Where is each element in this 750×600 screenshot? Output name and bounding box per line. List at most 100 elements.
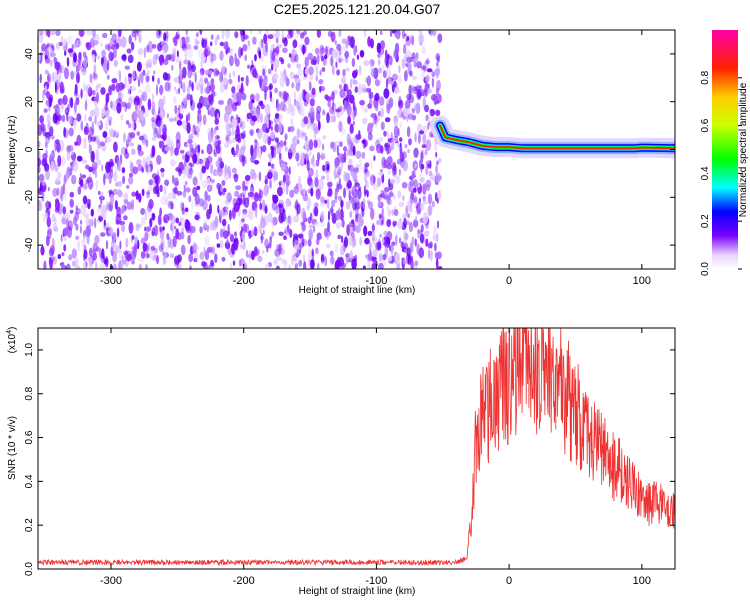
noise-blob <box>379 74 382 87</box>
noise-blob <box>76 113 82 122</box>
noise-blob <box>158 140 163 149</box>
noise-blob <box>154 174 161 185</box>
noise-blob <box>207 70 213 75</box>
noise-blob <box>199 251 205 260</box>
noise-blob <box>126 48 132 54</box>
noise-blob <box>281 30 285 40</box>
noise-blob <box>380 190 385 195</box>
noise-blob <box>225 30 231 39</box>
noise-blob <box>147 58 153 69</box>
noise-blob <box>399 145 403 157</box>
signal-track <box>430 115 675 159</box>
noise-blob <box>394 252 401 265</box>
noise-blob <box>253 226 258 237</box>
noise-blob <box>282 181 286 194</box>
noise-blob <box>175 131 181 144</box>
noise-blob <box>60 262 65 267</box>
noise-blob <box>152 43 157 49</box>
noise-blob <box>384 49 388 59</box>
noise-blob <box>237 74 240 83</box>
noise-blob <box>309 180 314 191</box>
noise-blob <box>425 114 429 122</box>
noise-blob <box>106 201 109 211</box>
noise-blob <box>271 223 275 228</box>
noise-blob <box>162 95 166 105</box>
noise-blob <box>351 186 356 192</box>
noise-blob <box>191 81 194 92</box>
noise-blob <box>160 237 165 249</box>
noise-blob <box>99 232 106 237</box>
snr-background <box>38 328 675 569</box>
noise-blob <box>206 155 213 164</box>
noise-blob <box>318 48 324 55</box>
noise-blob <box>275 113 280 119</box>
noise-blob <box>222 77 228 85</box>
noise-blob <box>201 165 206 174</box>
noise-blob <box>415 52 419 60</box>
noise-blob <box>155 84 159 96</box>
noise-blob <box>199 77 204 89</box>
noise-blob <box>109 265 114 269</box>
noise-blob <box>187 59 191 71</box>
noise-blob <box>308 228 314 240</box>
noise-blob <box>117 188 121 194</box>
noise-blob <box>363 59 370 67</box>
noise-blob <box>101 49 107 58</box>
noise-blob <box>194 72 197 84</box>
noise-blob <box>197 109 202 114</box>
noise-blob <box>369 59 373 64</box>
noise-blob <box>145 226 151 232</box>
noise-blob <box>302 224 306 232</box>
noise-blob <box>429 131 433 138</box>
noise-blob <box>370 160 373 170</box>
noise-blob <box>59 81 64 92</box>
noise-blob <box>320 55 324 62</box>
noise-blob <box>127 54 134 64</box>
noise-blob <box>262 68 266 77</box>
noise-blob <box>396 141 400 148</box>
noise-blob <box>412 263 418 269</box>
noise-blob <box>128 175 134 185</box>
noise-blob <box>303 188 306 198</box>
noise-blob <box>283 74 287 85</box>
noise-blob <box>144 208 148 221</box>
noise-blob <box>108 189 113 195</box>
noise-blob <box>253 192 260 202</box>
noise-blob <box>56 62 59 75</box>
noise-blob <box>406 247 411 258</box>
noise-blob <box>145 72 150 84</box>
noise-blob <box>185 225 191 234</box>
noise-blob <box>245 75 249 87</box>
noise-blob <box>128 73 132 78</box>
noise-blob <box>73 70 76 78</box>
noise-blob <box>319 44 324 53</box>
noise-blob <box>435 172 441 183</box>
noise-blob <box>320 219 325 228</box>
noise-blob <box>113 141 118 153</box>
noise-blob <box>344 52 348 58</box>
noise-blob <box>368 201 374 210</box>
noise-blob <box>211 53 214 64</box>
noise-blob <box>166 113 169 119</box>
noise-blob <box>162 250 165 256</box>
noise-blob <box>387 170 391 175</box>
noise-blob <box>178 167 182 177</box>
noise-blob <box>88 131 93 138</box>
noise-blob <box>95 180 99 190</box>
noise-blob <box>321 151 326 157</box>
noise-blob <box>62 38 68 50</box>
noise-blob <box>141 91 148 102</box>
noise-blob <box>182 82 186 94</box>
noise-blob <box>206 209 211 220</box>
noise-blob <box>177 30 180 36</box>
noise-blob <box>272 194 279 204</box>
noise-blob <box>76 59 82 66</box>
noise-blob <box>345 253 351 258</box>
noise-blob <box>235 240 239 251</box>
noise-blob <box>223 41 229 50</box>
noise-blob <box>131 121 135 131</box>
noise-blob <box>303 158 307 166</box>
noise-blob <box>367 259 371 269</box>
noise-blob <box>51 72 55 82</box>
noise-blob <box>76 155 83 162</box>
